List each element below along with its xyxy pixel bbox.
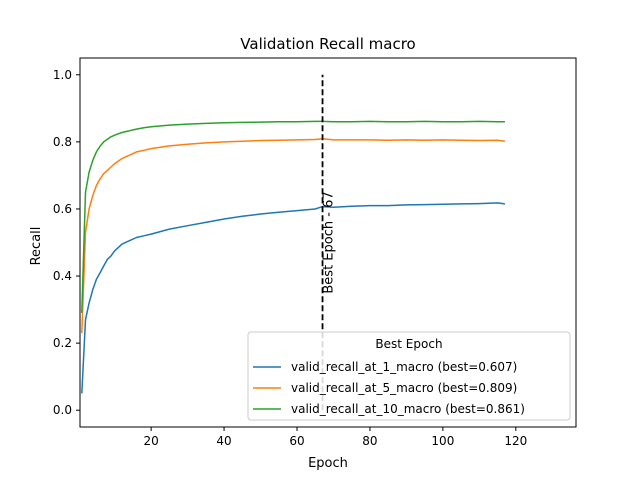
legend-box [247, 331, 571, 421]
y-tick-label: 0.6 [53, 202, 72, 216]
x-tick-label: 60 [289, 434, 304, 448]
y-axis-label: Recall [29, 227, 44, 266]
y-tick-label: 1.0 [53, 68, 72, 82]
x-tick-label: 40 [216, 434, 231, 448]
chart-title: Validation Recall macro [240, 35, 415, 53]
series-line-1 [81, 138, 506, 334]
x-axis-label: Epoch [308, 456, 348, 471]
series-line-0 [81, 202, 506, 394]
y-tick-label: 0.0 [53, 403, 72, 417]
best-epoch-label: Best Epoch - 67 [322, 191, 337, 293]
y-tick-label: 0.2 [53, 336, 72, 350]
y-tick-label: 0.8 [53, 135, 72, 149]
x-tick-label: 80 [362, 434, 377, 448]
x-tick-label: 120 [504, 434, 527, 448]
x-tick-label: 100 [431, 434, 454, 448]
y-tick-label: 0.4 [53, 269, 72, 283]
axes-frame [79, 57, 577, 428]
x-tick-label: 20 [143, 434, 158, 448]
plot-area: Best Epoch - 67 20 40 60 80 100 120 0.0 0.2 0.4 0.… [53, 57, 577, 448]
legend-title: Best Epoch [375, 337, 442, 351]
legend-entry-1: valid_recall_at_5_macro (best=0.809) [291, 381, 517, 395]
legend-entry-2: valid_recall_at_10_macro (best=0.861) [291, 402, 525, 416]
series-line-2 [81, 120, 505, 313]
legend-entry-0: valid_recall_at_1_macro (best=0.607) [291, 360, 517, 374]
legend: Best Epoch valid_recall_at_1_macro (best=… [247, 331, 571, 421]
